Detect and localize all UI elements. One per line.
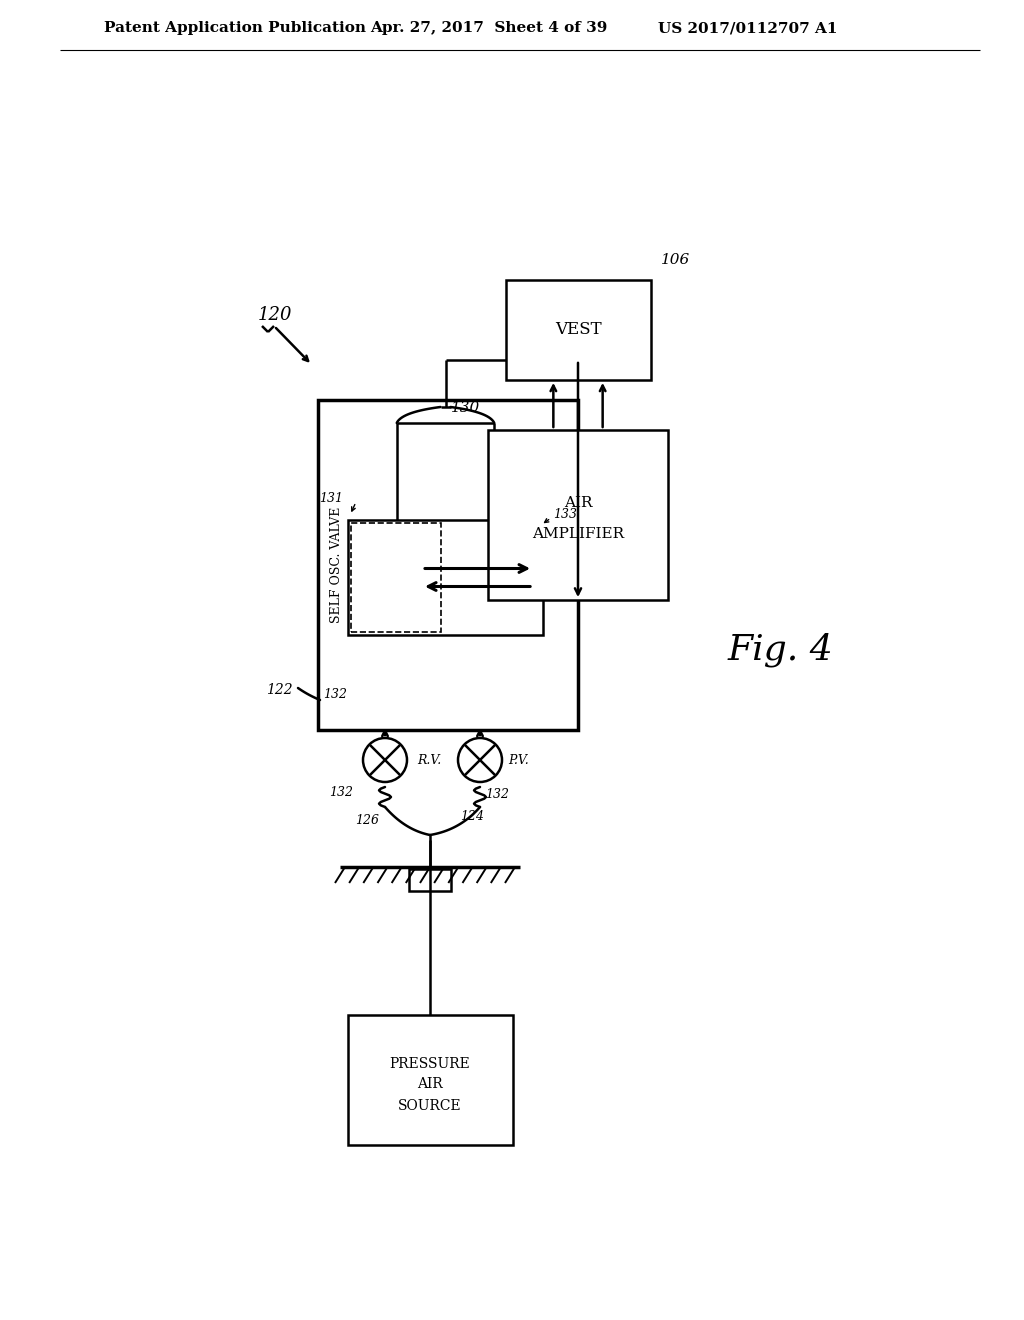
Text: US 2017/0112707 A1: US 2017/0112707 A1 [658, 21, 838, 36]
Text: 106: 106 [660, 253, 690, 267]
Text: 131: 131 [319, 491, 343, 504]
Text: 122: 122 [266, 682, 293, 697]
Bar [506, 280, 650, 380]
Text: 133: 133 [553, 508, 577, 521]
Text: Patent Application Publication: Patent Application Publication [104, 21, 366, 36]
Bar [348, 520, 543, 635]
Text: Fig. 4: Fig. 4 [727, 632, 833, 667]
Text: 120: 120 [258, 306, 293, 323]
Text: P.V.: P.V. [508, 754, 528, 767]
Text: 132: 132 [485, 788, 509, 801]
Bar [318, 400, 578, 730]
Text: 130: 130 [451, 401, 480, 414]
Bar [347, 1015, 512, 1144]
Text: 124: 124 [460, 810, 484, 824]
Text: R.V.: R.V. [417, 754, 441, 767]
Text: Apr. 27, 2017  Sheet 4 of 39: Apr. 27, 2017 Sheet 4 of 39 [370, 21, 607, 36]
Text: 126: 126 [355, 813, 379, 826]
Text: PRESSURE: PRESSURE [389, 1057, 470, 1072]
Text: SELF OSC. VALVE: SELF OSC. VALVE [330, 507, 342, 623]
Text: 132: 132 [329, 785, 353, 799]
Bar [488, 430, 668, 601]
Text: SOURCE: SOURCE [398, 1100, 462, 1113]
Text: AIR: AIR [564, 496, 592, 510]
Text: 132: 132 [323, 689, 347, 701]
Bar [351, 523, 440, 632]
Text: AMPLIFIER: AMPLIFIER [531, 527, 624, 541]
Bar [409, 869, 451, 891]
Text: AIR: AIR [417, 1077, 442, 1090]
Text: VEST: VEST [555, 322, 601, 338]
